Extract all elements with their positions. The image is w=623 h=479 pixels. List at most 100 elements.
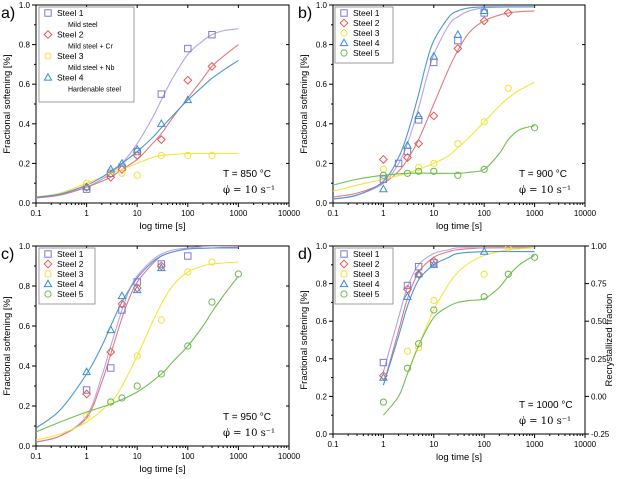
data-point-steel-1: [82, 386, 91, 394]
x-tick-label: 0.1: [327, 209, 339, 218]
legend-marker-steel-1: [340, 9, 348, 17]
y2-tick-label: 0.50: [591, 317, 607, 326]
legend-entry: Steel 1: [353, 249, 380, 259]
fit-curve-steel-4: [36, 247, 239, 429]
y-tick-label: 0.4: [19, 120, 31, 129]
legend-marker-steel-2: [339, 18, 349, 28]
data-point-steel-5: [157, 370, 165, 378]
data-point-steel-3: [133, 352, 141, 360]
condition-annotation: T = 900 °C φ̇ = 10 s⁻¹: [519, 169, 571, 196]
data-point-steel-3: [157, 316, 165, 324]
data-point-steel-3: [504, 84, 512, 92]
y-tick-label: 0.8: [19, 282, 31, 291]
plot-area: [378, 246, 539, 416]
temperature-label: T = 900 °C: [519, 169, 567, 180]
strain-rate-label: φ̇ = 10 s⁻¹: [223, 428, 275, 439]
data-point-steel-2: [378, 371, 388, 381]
temperature-label: T = 1000 °C: [519, 400, 573, 411]
data-point-steel-3: [454, 140, 462, 148]
panel-c: 0.1 1 10 100 1000 10000 0.0 0.2 0.4 0.6 0.8 1.0 log …: [1, 242, 301, 475]
x-axis-label: log time [s]: [436, 452, 482, 463]
x-axis-label: log time [s]: [436, 221, 482, 232]
legend-entry: Steel 2: [57, 30, 84, 40]
y2-tick-label: 0.75: [591, 280, 607, 289]
data-point-steel-2: [183, 75, 193, 85]
data-point-steel-1: [107, 364, 115, 372]
data-point-steel-3: [415, 343, 423, 352]
plot-area: [333, 6, 539, 200]
condition-annotation: T = 950 °C φ̇ = 10 s⁻¹: [223, 412, 275, 439]
data-point-steel-2: [503, 8, 513, 18]
data-point-steel-2: [106, 347, 116, 357]
data-point-steel-5: [454, 171, 462, 179]
data-point-steel-1: [403, 281, 412, 290]
data-point-steel-3: [208, 258, 216, 266]
data-point-steel-5: [480, 293, 488, 301]
y-tick-label: 0.0: [19, 442, 31, 451]
legend-entry: Steel 1: [57, 249, 84, 259]
legend-marker-steel-1: [340, 250, 348, 258]
legend-entry: Steel 3: [353, 269, 380, 279]
y2-tick-label: -0.25: [591, 430, 610, 439]
fit-curve-steel-5: [333, 125, 535, 186]
y-tick-label: 0.6: [19, 80, 31, 89]
condition-annotation: T = 1000 °C φ̇ = 10 s⁻¹: [519, 400, 573, 427]
data-point-steel-4: [378, 184, 388, 193]
x-tick-label: 1: [84, 452, 89, 461]
data-point-steel-3: [480, 118, 488, 126]
y-tick-label: 0.2: [19, 159, 31, 168]
data-point-steel-4: [156, 118, 166, 127]
data-point-steel-4: [402, 291, 412, 300]
panel-label: b): [298, 5, 312, 22]
legend-entry: Steel 3: [353, 28, 380, 38]
y2-tick-label: 1.00: [591, 242, 607, 251]
data-point-steel-3: [118, 169, 126, 177]
x-tick-label: 1: [381, 440, 386, 449]
data-point-steel-2: [117, 164, 127, 174]
legend-marker-steel-4: [43, 279, 53, 288]
legend-marker-steel-2: [43, 29, 53, 40]
legend-entry: Steel 4: [353, 279, 380, 289]
data-point-steel-5: [234, 270, 242, 278]
data-point-steel-4: [106, 164, 116, 173]
y-tick-label: 0.8: [316, 41, 328, 50]
data-point-steel-5: [403, 169, 412, 177]
condition-annotation: T = 850 °C φ̇ = 10 s⁻¹: [223, 169, 275, 196]
y-tick-label: 0.4: [19, 362, 31, 371]
y-tick-label: 0.6: [19, 322, 31, 331]
legend-sub-entry: Mild steel + Nb: [68, 65, 115, 72]
data-point-steel-5: [118, 394, 126, 402]
data-point-steel-5: [504, 270, 512, 278]
x-tick-label: 10000: [278, 452, 301, 461]
data-point-steel-4: [117, 291, 127, 300]
data-point-steel-2: [156, 261, 166, 271]
legend-marker-steel-5: [340, 49, 348, 57]
legend-entry: Steel 4: [57, 73, 84, 83]
x-tick-label: 0.1: [327, 440, 339, 449]
data-point-steel-4: [479, 6, 489, 15]
data-point-steel-2: [132, 283, 142, 293]
x-tick-label: 10: [429, 209, 438, 218]
x-tick-label: 1000: [230, 452, 248, 461]
fit-curve-steel-2: [333, 10, 535, 198]
y-axis-label: Fractional softening [%]: [2, 296, 13, 395]
fit-curve-steel-5: [36, 275, 239, 433]
data-point-steel-4: [429, 51, 439, 60]
legend-marker-steel-3: [44, 270, 52, 278]
data-point-steel-4: [429, 259, 439, 268]
y-tick-label: 0.0: [19, 199, 31, 208]
data-point-steel-2: [453, 44, 463, 54]
data-point-steel-3: [415, 163, 423, 171]
y-tick-label: 0.2: [19, 402, 31, 411]
data-point-steel-4: [82, 367, 92, 376]
data-point-steel-2: [429, 111, 439, 121]
y-tick-label: 0.0: [316, 199, 328, 208]
data-point-steel-4: [414, 269, 424, 278]
legend-marker-steel-3: [340, 29, 348, 37]
y-tick-label: 1.0: [316, 1, 328, 10]
data-point-steel-2: [156, 135, 166, 145]
data-point-steel-5: [379, 398, 387, 406]
